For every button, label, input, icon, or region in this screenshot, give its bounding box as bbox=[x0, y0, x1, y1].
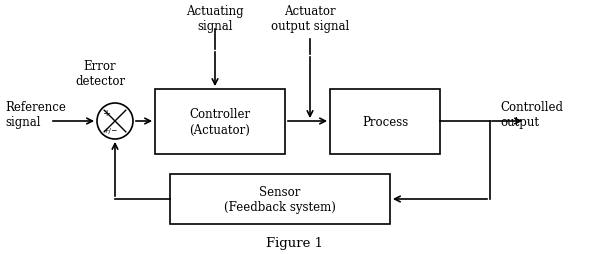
Text: Controller
(Actuator): Controller (Actuator) bbox=[189, 108, 251, 136]
Text: Process: Process bbox=[362, 116, 408, 129]
Text: Figure 1: Figure 1 bbox=[267, 236, 323, 249]
Text: +/−: +/− bbox=[102, 126, 117, 134]
Bar bbox=[155, 90, 285, 154]
Text: Error
detector: Error detector bbox=[75, 60, 125, 88]
Text: Sensor
(Feedback system): Sensor (Feedback system) bbox=[224, 185, 336, 213]
Text: +: + bbox=[103, 109, 111, 118]
Text: Controlled
output: Controlled output bbox=[500, 101, 563, 129]
Bar bbox=[170, 174, 390, 224]
Text: Reference
signal: Reference signal bbox=[5, 101, 66, 129]
Bar bbox=[330, 90, 440, 154]
Text: Actuator
output signal: Actuator output signal bbox=[271, 5, 349, 33]
Circle shape bbox=[97, 104, 133, 139]
Text: Actuating
signal: Actuating signal bbox=[186, 5, 244, 33]
